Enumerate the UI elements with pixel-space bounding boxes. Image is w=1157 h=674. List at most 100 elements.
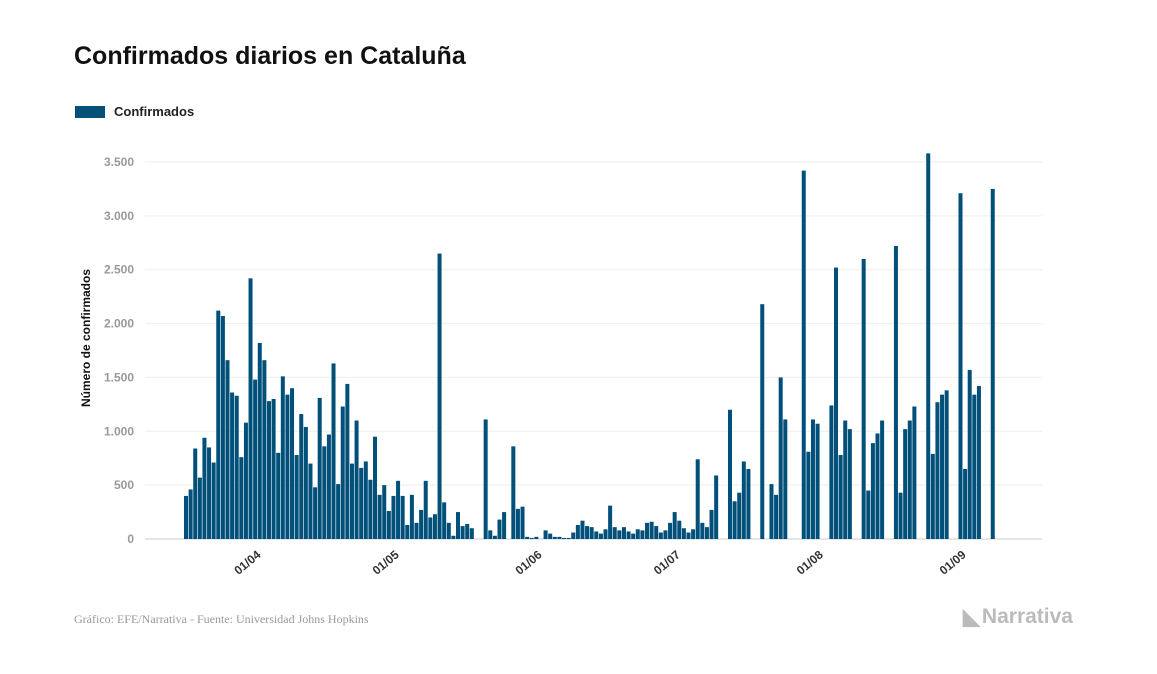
- bar: [704, 527, 709, 539]
- bar: [184, 495, 189, 539]
- bar: [373, 436, 378, 539]
- bar: [239, 457, 244, 539]
- bar: [349, 463, 354, 539]
- bar: [299, 414, 304, 539]
- bar: [446, 522, 451, 539]
- bar: [534, 536, 539, 539]
- bar: [216, 310, 221, 539]
- bar: [714, 475, 719, 539]
- chart-title: Confirmados diarios en Cataluña: [74, 42, 466, 70]
- bar: [810, 419, 815, 539]
- bar: [608, 505, 613, 539]
- bar: [511, 446, 516, 539]
- bar: [520, 506, 525, 539]
- bar: [658, 532, 663, 539]
- bar: [262, 360, 267, 539]
- bar: [691, 529, 696, 539]
- bar: [621, 527, 626, 539]
- bar: [400, 495, 405, 539]
- bar: [354, 420, 359, 539]
- bar: [396, 480, 401, 539]
- bar: [193, 448, 198, 539]
- bar: [188, 489, 193, 539]
- bar: [976, 386, 981, 539]
- bar: [930, 453, 935, 539]
- bar: [617, 530, 622, 539]
- bar: [525, 536, 530, 539]
- bar: [686, 532, 691, 539]
- bar: [207, 447, 212, 539]
- bar: [543, 530, 548, 539]
- bar: [290, 388, 295, 539]
- bar: [672, 512, 677, 539]
- bar: [492, 535, 497, 539]
- bar: [340, 406, 345, 539]
- bar: [488, 530, 493, 539]
- bar: [552, 536, 557, 539]
- x-tick-label: 01/06: [513, 547, 545, 577]
- bar: [861, 258, 866, 539]
- y-tick-label: 3.500: [104, 155, 134, 169]
- y-tick-label: 3.000: [104, 209, 134, 223]
- bar: [308, 463, 313, 539]
- y-tick-label: 2.000: [104, 317, 134, 331]
- bar: [709, 509, 714, 539]
- bar: [345, 383, 350, 539]
- bar: [529, 537, 534, 539]
- y-tick-label: 2.500: [104, 263, 134, 277]
- bar: [225, 360, 230, 539]
- bar: [460, 526, 465, 539]
- bar: [419, 509, 424, 539]
- bar: [202, 437, 207, 539]
- bar: [875, 433, 880, 539]
- bar: [612, 527, 617, 539]
- bar: [732, 501, 737, 539]
- bar: [806, 451, 811, 539]
- bar: [331, 363, 336, 539]
- x-tick-label: 01/05: [370, 547, 402, 577]
- bar: [700, 522, 705, 539]
- bar: [414, 522, 419, 539]
- bar: [843, 420, 848, 539]
- bar: [313, 487, 318, 539]
- bar: [635, 529, 640, 539]
- bar: [483, 419, 488, 539]
- bar: [958, 193, 963, 540]
- bar: [317, 397, 322, 539]
- bar: [230, 392, 235, 539]
- bar: [815, 423, 820, 539]
- bar: [428, 517, 433, 539]
- x-tick-label: 01/04: [231, 547, 263, 577]
- bar: [774, 494, 779, 539]
- bar: [257, 342, 262, 539]
- bar: [677, 520, 682, 539]
- narrativa-logo: ◣ Narrativa: [963, 604, 1073, 630]
- logo-icon: ◣: [963, 604, 980, 629]
- bar: [409, 494, 414, 539]
- bar: [631, 533, 636, 539]
- y-tick-label: 0: [127, 532, 134, 546]
- bar: [271, 398, 276, 539]
- bar: [649, 521, 654, 539]
- bar: [907, 420, 912, 539]
- bar: [469, 528, 474, 539]
- bar: [645, 522, 650, 539]
- bar: [211, 462, 216, 539]
- bar: [548, 533, 553, 539]
- bar: [838, 454, 843, 539]
- bar: [391, 495, 396, 539]
- bar: [640, 530, 645, 539]
- bar: [778, 377, 783, 539]
- bar: [575, 524, 580, 539]
- bar: [580, 520, 585, 539]
- bar: [880, 420, 885, 539]
- bar: [737, 492, 742, 539]
- bar: [451, 535, 456, 539]
- bar: [769, 484, 774, 539]
- bar: [562, 537, 567, 539]
- bar: [746, 468, 751, 539]
- bar: [234, 395, 239, 539]
- bar: [197, 477, 202, 539]
- bar: [870, 443, 875, 539]
- bar: [285, 394, 290, 539]
